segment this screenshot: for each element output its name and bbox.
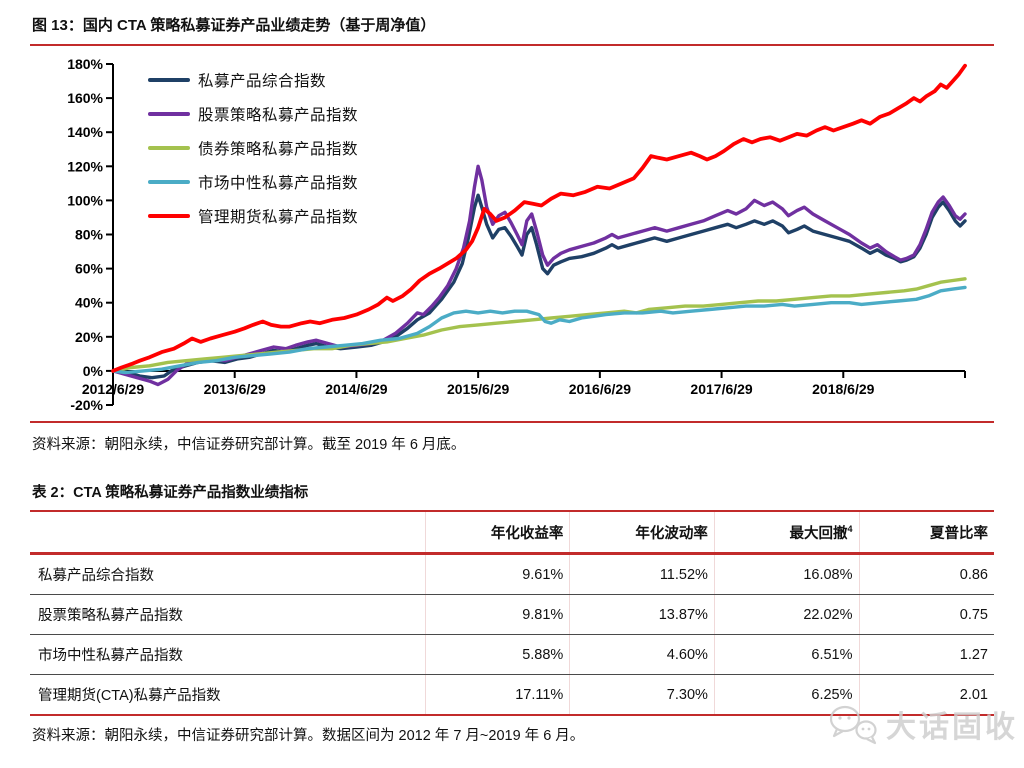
metrics-table-body: 私募产品综合指数 9.61% 11.52% 16.08% 0.86 股票策略私募产品指数 9… — [30, 553, 994, 716]
x-tick-label: 2015/6/29 — [447, 381, 509, 397]
legend-line-swatch — [148, 213, 190, 219]
legend-label: 管理期货私募产品指数 — [198, 209, 359, 226]
row-value: 9.81% — [424, 594, 570, 635]
x-tick-label: 2013/6/29 — [204, 381, 266, 397]
row-value: 4.60% — [569, 634, 715, 675]
row-value: 17.11% — [424, 674, 570, 716]
legend-line-swatch — [148, 77, 190, 83]
x-tick-label: 2014/6/29 — [325, 381, 387, 397]
row-value: 6.25% — [713, 674, 860, 716]
row-label: 市场中性私募产品指数 — [30, 634, 426, 675]
series-line-3 — [111, 285, 967, 375]
row-value: 1.27 — [858, 634, 994, 675]
figure-title: 图 13：国内 CTA 策略私募证券产品业绩走势（基于周净值） — [30, 10, 994, 46]
y-tick-label: 140% — [67, 124, 103, 140]
x-tick-label: 2018/6/29 — [812, 381, 874, 397]
table-top-rule — [30, 510, 994, 512]
metrics-table-header: 年化收益率 年化波动率 最大回撤4 夏普比率 — [30, 512, 994, 555]
legend-line-swatch — [148, 111, 190, 117]
row-value: 16.08% — [713, 553, 860, 595]
table-row-0: 私募产品综合指数 9.61% 11.52% 16.08% 0.86 — [30, 553, 994, 595]
row-value: 5.88% — [424, 634, 570, 675]
performance-line-chart: 180% 160% 140% 120% 100% 80% 60% 40% 20% 0% -20% 20… — [30, 51, 994, 419]
legend-item-4: 管理期货私募产品指数 — [148, 199, 358, 233]
table-source-note: 资料来源：朝阳永续，中信证券研究部计算。数据区间为 2012 年 7 月~201… — [32, 728, 585, 744]
row-value: 22.02% — [713, 594, 860, 635]
x-tick-label: 2017/6/29 — [690, 381, 752, 397]
chart-legend: 私募产品综合指数股票策略私募产品指数 债券策略私募产品指数 市场中性私募产品指数 管理… — [148, 63, 358, 233]
row-value: 13.87% — [569, 594, 715, 635]
header-col-1: 年化收益率 — [424, 512, 570, 555]
table-row-3: 管理期货(CTA)私募产品指数 17.11% 7.30% 6.25% 2.01 — [30, 674, 994, 716]
header-col-4: 夏普比率 — [858, 512, 994, 555]
row-value: 0.75 — [858, 594, 994, 635]
row-label: 私募产品综合指数 — [30, 553, 426, 595]
series-line-4 — [111, 63, 967, 373]
row-value: 7.30% — [569, 674, 715, 716]
divider-line — [30, 421, 994, 423]
row-label: 股票策略私募产品指数 — [30, 594, 426, 635]
y-tick-label: 40% — [75, 295, 104, 311]
row-label: 管理期货(CTA)私募产品指数 — [30, 674, 426, 716]
chart-canvas: 180%160%140%120%100%80%60%40%20%0%-20%20… — [67, 56, 967, 413]
table-title: 表 2：CTA 策略私募证券产品指数业绩指标 — [32, 485, 309, 501]
legend-label: 私募产品综合指数 — [198, 73, 327, 90]
header-empty-cell — [30, 512, 426, 555]
legend-line-swatch — [148, 145, 190, 151]
table-row-2: 市场中性私募产品指数 5.88% 4.60% 6.51% 1.27 — [30, 634, 994, 675]
y-tick-label: 120% — [67, 158, 103, 174]
y-tick-label: 20% — [75, 329, 104, 345]
y-tick-label: 160% — [67, 90, 103, 106]
header-row: 年化收益率 年化波动率 最大回撤4 夏普比率 — [30, 512, 994, 555]
table-row-1: 股票策略私募产品指数 9.81% 13.87% 22.02% 0.75 — [30, 594, 994, 635]
x-tick-label: 2012/6/29 — [82, 381, 144, 397]
row-value: 2.01 — [858, 674, 994, 716]
legend-label: 市场中性私募产品指数 — [198, 175, 359, 192]
y-tick-label: 180% — [67, 56, 103, 72]
row-value: 11.52% — [569, 553, 715, 595]
metrics-table: 年化收益率 年化波动率 最大回撤4 夏普比率 私募产品综合指数 9.61% 11.52% 1… — [30, 512, 994, 716]
y-tick-label: 60% — [75, 261, 104, 277]
legend-item-2: 债券策略私募产品指数 — [148, 131, 358, 165]
chart-source-note: 资料来源：朝阳永续，中信证券研究部计算。截至 2019 年 6 月底。 — [32, 437, 466, 453]
row-value: 9.61% — [424, 553, 570, 595]
y-tick-label: 100% — [67, 192, 103, 208]
header-col-3: 最大回撤4 — [713, 512, 860, 555]
y-tick-label: 80% — [75, 227, 104, 243]
legend-item-3: 市场中性私募产品指数 — [148, 165, 358, 199]
legend-item-0: 私募产品综合指数 — [148, 63, 358, 97]
row-value: 0.86 — [858, 553, 994, 595]
legend-item-1: 股票策略私募产品指数 — [148, 97, 358, 131]
series-line-1 — [111, 164, 967, 387]
legend-label: 债券策略私募产品指数 — [198, 141, 359, 158]
legend-label: 股票策略私募产品指数 — [198, 107, 359, 124]
y-tick-label: -20% — [70, 397, 103, 413]
row-value: 6.51% — [713, 634, 860, 675]
y-tick-label: 0% — [83, 363, 104, 379]
series-line-0 — [111, 193, 967, 380]
legend-line-swatch — [148, 179, 190, 185]
x-tick-label: 2016/6/29 — [569, 381, 631, 397]
header-col-2: 年化波动率 — [569, 512, 715, 555]
